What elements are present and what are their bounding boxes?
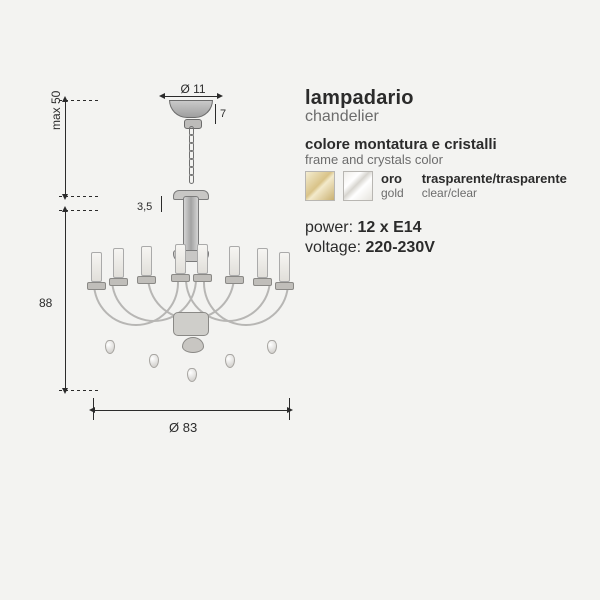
subtitle-english: frame and crystals color: [305, 152, 585, 167]
dim-chain-max-label: max 50: [49, 91, 63, 130]
power-value: 12 x E14: [357, 219, 421, 236]
guide-line: [59, 210, 99, 211]
guide-line: [59, 100, 99, 101]
power-row: power: 12 x E14: [305, 219, 585, 237]
chandelier-diagram: Ø 11 7 3,5 max 50 88: [65, 0, 285, 445]
title-english: chandelier: [305, 108, 585, 126]
dim-collar-label: 3,5: [137, 201, 152, 213]
dim-collar-line: [161, 196, 162, 212]
chain: [189, 126, 193, 196]
swatch-label-en: gold: [381, 187, 404, 200]
product-spec-page: Ø 11 7 3,5 max 50 88: [0, 0, 600, 600]
title-italian: lampadario: [305, 87, 585, 110]
subtitle-italian: colore montatura e cristalli: [305, 136, 585, 153]
dim-body-height-label: 88: [39, 296, 52, 310]
product-spec-text: lampadario chandelier colore montatura e…: [305, 87, 585, 257]
swatch-chip-clear: [343, 171, 373, 201]
swatch-gold: oro gold: [305, 171, 404, 201]
dim-body-height-line: [65, 210, 66, 390]
dim-bottom-arrow: [93, 410, 289, 411]
ceiling-mount: [169, 100, 213, 118]
dim-top-diameter-label: Ø 11: [180, 82, 205, 96]
dim-mount-height-line: [215, 104, 216, 124]
power-label: power:: [305, 219, 353, 236]
swatch-label-en: clear/clear: [422, 187, 567, 200]
voltage-row: voltage: 220-230V: [305, 239, 585, 257]
guide-line: [59, 196, 99, 197]
guide-line: [59, 390, 99, 391]
swatch-label-it: oro: [381, 172, 404, 186]
chandelier-body: [93, 248, 289, 388]
dim-mount-height-label: 7: [220, 108, 226, 120]
voltage-value: 220-230V: [366, 239, 435, 256]
dim-chain-max-line: [65, 100, 66, 196]
dim-bottom-diameter-label: Ø 83: [169, 420, 197, 435]
swatch-chip-gold: [305, 171, 335, 201]
dim-top-arrow: [163, 96, 219, 97]
swatch-clear: trasparente/trasparente clear/clear: [422, 171, 567, 201]
swatch-label-it: trasparente/trasparente: [422, 172, 567, 186]
voltage-label: voltage:: [305, 239, 361, 256]
